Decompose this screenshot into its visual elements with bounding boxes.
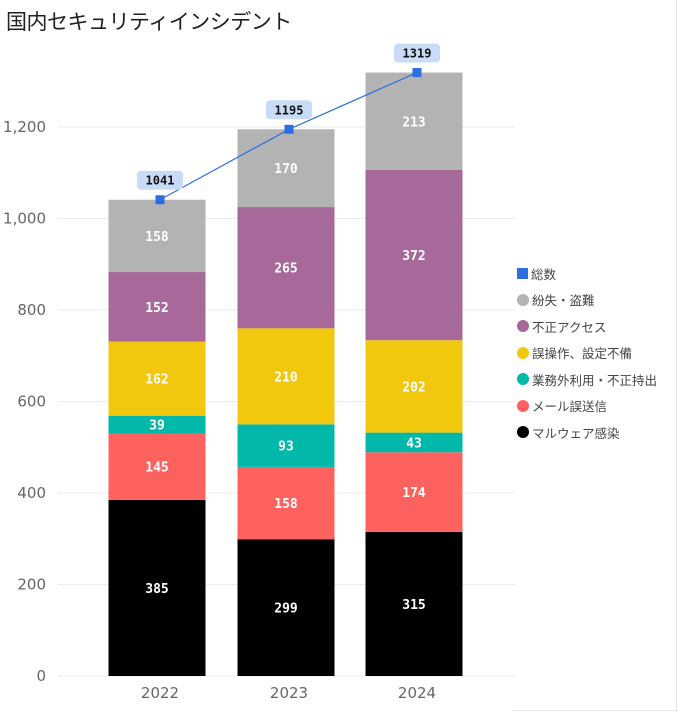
legend: 総数紛失・盗難不正アクセス誤操作、設定不備業務外利用・不正持出 メール誤送信 マルウ… xyxy=(517,260,657,446)
bar-value-label: 170 xyxy=(274,162,298,177)
panel-border-bottom xyxy=(512,710,678,711)
legend-label: 総数 xyxy=(531,266,557,282)
legend-circle-icon xyxy=(517,373,529,386)
y-tick-label: 1,000 xyxy=(3,210,46,228)
chart-title: 国内セキュリティインシデント xyxy=(6,10,292,34)
total-label-bg xyxy=(137,170,183,190)
legend-item[interactable]: 不正アクセス xyxy=(517,313,657,340)
bar-value-label: 385 xyxy=(145,582,168,597)
bar-segment xyxy=(237,539,335,676)
total-line: 1041 1195 1319 xyxy=(137,43,440,205)
panel-border xyxy=(676,0,677,712)
bar-segment xyxy=(365,531,463,676)
bar-segment xyxy=(237,328,335,425)
y-tick-label: 600 xyxy=(17,393,46,411)
legend-label: 誤操作、設定不備 xyxy=(532,346,633,362)
bar-segment xyxy=(108,415,206,434)
legend-label: 紛失・盗難 xyxy=(532,293,595,309)
bar-segment xyxy=(237,424,335,467)
legend-item[interactable]: 総数 xyxy=(517,260,657,287)
legend-item[interactable]: 業務外利用・不正持出 xyxy=(517,366,657,393)
bars: 385 145 39 162 152 158 299 158 93 210 265 170 315 174… xyxy=(108,72,463,676)
total-value-label: 1041 xyxy=(146,174,175,188)
x-tick-label: 2023 xyxy=(270,684,308,702)
legend-item[interactable]: 紛失・盗難 xyxy=(517,287,657,314)
total-point-marker xyxy=(412,68,422,78)
y-tick-label: 400 xyxy=(17,484,46,502)
bar-segment xyxy=(365,170,463,341)
bar-value-label: 152 xyxy=(145,301,168,316)
legend-label: メール誤送信 xyxy=(532,399,608,415)
total-value-label: 1195 xyxy=(275,103,304,117)
bar-value-label: 315 xyxy=(402,598,425,613)
bar-value-label: 43 xyxy=(406,436,422,451)
legend-item[interactable]: 誤操作、設定不備 xyxy=(517,340,657,367)
bar-value-label: 162 xyxy=(145,373,168,388)
bar-value-label: 174 xyxy=(402,486,426,501)
y-tick-label: 1,200 xyxy=(3,118,46,136)
bar-segment xyxy=(365,432,463,453)
bar-segment xyxy=(237,207,335,329)
total-label-bg xyxy=(266,100,312,120)
bar-value-label: 213 xyxy=(402,115,425,130)
legend-label: マルウェア感染 xyxy=(532,425,620,441)
legend-circle-icon xyxy=(517,426,529,439)
x-axis: 2022 2023 2024 xyxy=(141,684,436,702)
total-point-marker xyxy=(284,124,294,134)
bar-value-label: 93 xyxy=(278,440,294,455)
bar-segment xyxy=(237,466,335,540)
legend-item[interactable]: マルウェア感染 xyxy=(517,419,657,446)
bar-value-label: 265 xyxy=(274,262,297,277)
legend-circle-icon xyxy=(517,293,529,306)
bar-value-label: 39 xyxy=(149,419,165,434)
bar-value-label: 158 xyxy=(145,230,169,245)
legend-square-icon xyxy=(517,267,528,279)
legend-circle-icon xyxy=(517,399,529,412)
y-axis: 0 200 400 600 800 1,000 1,200 xyxy=(3,118,46,685)
legend-item[interactable]: メール誤送信 xyxy=(517,393,657,420)
x-tick-label: 2022 xyxy=(141,684,179,702)
bar-value-label: 202 xyxy=(402,380,425,395)
total-label-bg xyxy=(394,43,440,63)
bar-segment xyxy=(108,341,206,416)
total-value-label: 1319 xyxy=(403,47,432,61)
bar-segment xyxy=(365,452,463,532)
y-tick-label: 800 xyxy=(17,301,46,319)
bar-segment xyxy=(365,340,463,433)
bar-segment xyxy=(108,499,206,676)
legend-label: 不正アクセス xyxy=(532,319,607,335)
bar-value-label: 145 xyxy=(145,461,168,476)
bar-value-label: 158 xyxy=(274,497,298,512)
bar-value-label: 372 xyxy=(402,249,425,264)
bar-segment xyxy=(108,433,206,500)
y-tick-label: 200 xyxy=(17,576,46,594)
x-tick-label: 2024 xyxy=(398,684,436,702)
y-tick-label: 0 xyxy=(36,667,46,685)
bar-value-label: 210 xyxy=(274,370,298,385)
legend-circle-icon xyxy=(517,320,529,333)
total-point-marker xyxy=(155,195,165,205)
bar-segment xyxy=(237,129,335,208)
legend-circle-icon xyxy=(517,346,529,359)
bar-value-label: 299 xyxy=(274,602,297,617)
bar-segment xyxy=(108,272,206,342)
legend-label: 業務外利用・不正持出 xyxy=(532,372,658,388)
bar-segment xyxy=(108,199,206,273)
